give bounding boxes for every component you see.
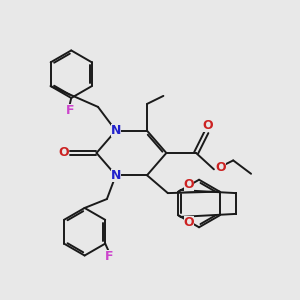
Text: N: N xyxy=(111,169,121,182)
Text: O: O xyxy=(58,146,68,160)
Text: N: N xyxy=(111,124,121,137)
Text: O: O xyxy=(184,216,194,229)
Text: F: F xyxy=(65,104,74,117)
Text: O: O xyxy=(215,161,226,174)
Text: O: O xyxy=(202,119,213,132)
Text: O: O xyxy=(184,178,194,191)
Text: F: F xyxy=(104,250,113,262)
